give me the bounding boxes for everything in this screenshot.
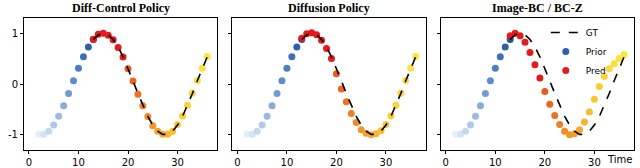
svg-text:1: 1 [12,28,18,39]
svg-text:20: 20 [538,157,551,168]
svg-text:GT: GT [586,28,599,38]
svg-text:Image-BC / BC-Z: Image-BC / BC-Z [492,1,583,15]
svg-text:0: 0 [26,157,32,168]
svg-text:Time: Time [607,154,632,165]
svg-text:0: 0 [234,157,240,168]
svg-text:-1: -1 [8,129,18,140]
svg-text:30: 30 [171,157,184,168]
svg-text:Diffusion Policy: Diffusion Policy [288,1,370,15]
svg-text:10: 10 [489,157,502,168]
svg-text:20: 20 [122,157,135,168]
svg-text:Prior: Prior [586,47,607,57]
svg-text:10: 10 [72,157,85,168]
svg-text:10: 10 [281,157,294,168]
svg-text:30: 30 [380,157,393,168]
svg-text:Diff-Control Policy: Diff-Control Policy [72,1,170,15]
svg-text:0: 0 [12,79,18,90]
svg-text:Pred: Pred [586,66,606,76]
svg-text:30: 30 [588,157,601,168]
svg-text:0: 0 [443,157,449,168]
svg-text:20: 20 [330,157,343,168]
